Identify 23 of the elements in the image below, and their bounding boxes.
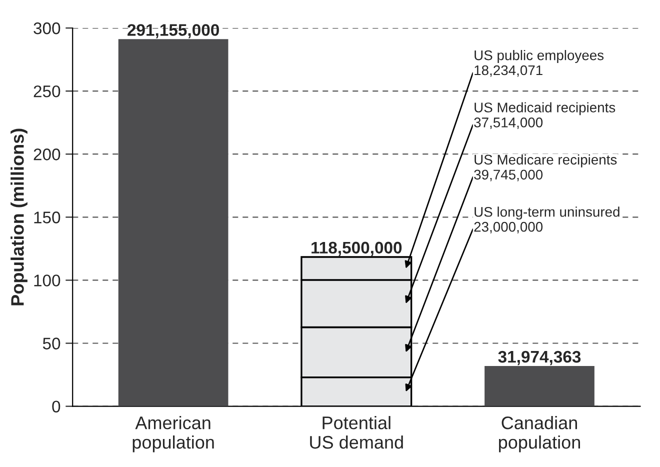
- annotation: 291,155,000: [128, 24, 219, 38]
- annotation: 39,745,000: [474, 170, 543, 182]
- annotation: 37,514,000: [474, 118, 543, 130]
- text: US public employees: [474, 50, 604, 63]
- y-tick-label: 250: [34, 85, 60, 98]
- y-tick-label: 100: [34, 274, 60, 286]
- annotation: 23,000,000: [474, 222, 543, 234]
- x-tick-label: American population: [132, 416, 214, 452]
- y-tick-label: 50: [42, 338, 60, 350]
- text: US Medicaid recipients: [474, 102, 616, 116]
- y-axis-title: Population (millions): [10, 128, 28, 306]
- annotation: 18,234,071: [474, 65, 542, 77]
- bar: [484, 366, 594, 406]
- annotation: 118,500,000: [312, 242, 402, 256]
- x-tick-label: Potential US demand: [310, 416, 403, 449]
- text: US Medicare recipients: [474, 154, 617, 168]
- annotation: 31,974,363: [498, 350, 581, 366]
- y-tick-label: 200: [34, 148, 60, 160]
- y-tick-label: 150: [34, 212, 60, 224]
- y-tick-label: 300: [34, 22, 60, 34]
- x-tick-label: Canadian population: [499, 416, 580, 452]
- text: US long-term uninsured: [474, 206, 620, 220]
- y-tick-label: 0: [52, 400, 60, 412]
